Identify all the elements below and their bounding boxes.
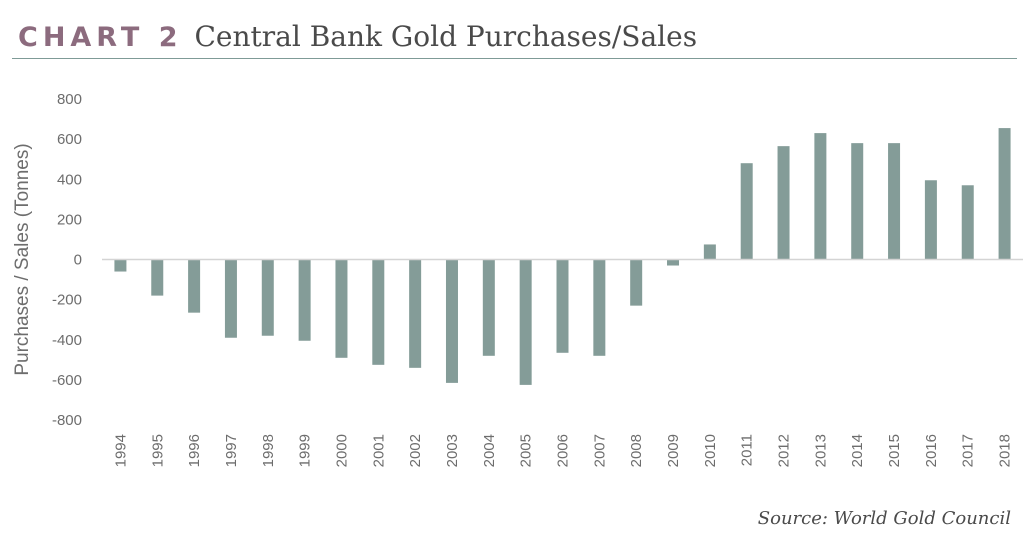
bar-1994 — [114, 259, 127, 272]
x-tick-label: 2009 — [665, 434, 682, 467]
x-tick-label: 2006 — [555, 434, 572, 467]
x-tick-label: 1999 — [297, 434, 314, 467]
y-tick-label: 600 — [57, 131, 82, 148]
x-axis-tick-labels: 1994 1995 1996 1997 1998 1999 2000 2001 2002 2003… — [112, 434, 1013, 467]
x-tick-label: 2016 — [923, 434, 940, 467]
x-tick-label: 2018 — [997, 434, 1014, 467]
x-tick-label: 2014 — [849, 434, 866, 467]
y-tick-label: 400 — [57, 171, 82, 188]
bar-2006 — [556, 259, 569, 353]
chart-number-label: CHART 2 — [18, 22, 183, 53]
x-tick-label: 2011 — [739, 434, 756, 466]
bar-2009 — [667, 259, 680, 266]
bar-1998 — [261, 259, 274, 336]
chart-title: Central Bank Gold Purchases/Sales — [194, 20, 698, 53]
bar-1997 — [224, 259, 237, 338]
y-tick-label: -200 — [52, 292, 82, 309]
x-tick-label: 1996 — [186, 434, 203, 467]
bar-2016 — [924, 180, 937, 260]
x-tick-label: 2017 — [960, 434, 977, 467]
bar-1995 — [151, 259, 164, 296]
x-tick-label: 2007 — [591, 434, 608, 467]
x-tick-label: 2004 — [481, 434, 498, 467]
header-divider — [12, 58, 1017, 59]
bar-2000 — [335, 259, 348, 358]
bar-2007 — [593, 259, 606, 356]
y-axis-tick-labels: 800 600 400 200 0 -200 -400 -600 -800 — [52, 91, 82, 429]
bar-2018 — [998, 128, 1011, 260]
bar-2015 — [888, 143, 901, 260]
bar-2002 — [409, 259, 422, 368]
x-tick-label: 1995 — [149, 434, 166, 467]
x-tick-label: 2010 — [702, 434, 719, 467]
x-tick-label: 2013 — [812, 434, 829, 467]
y-tick-label: 200 — [57, 211, 82, 228]
x-tick-label: 1998 — [260, 434, 277, 467]
x-tick-label: 1994 — [112, 434, 129, 467]
x-tick-label: 2008 — [628, 434, 645, 467]
x-tick-label: 2003 — [444, 434, 461, 467]
x-tick-label: 2012 — [776, 434, 793, 467]
x-tick-label: 2005 — [518, 434, 535, 467]
bar-1996 — [188, 259, 201, 313]
bar-2008 — [630, 259, 643, 306]
y-tick-label: -400 — [52, 332, 82, 349]
x-tick-label: 2002 — [407, 434, 424, 467]
bar-series — [114, 128, 1011, 385]
y-tick-label: -600 — [52, 372, 82, 389]
bar-2003 — [445, 259, 458, 383]
bar-2014 — [851, 143, 864, 260]
source-note: Source: World Gold Council — [757, 508, 1011, 529]
x-tick-label: 2000 — [333, 434, 350, 467]
bar-2012 — [777, 146, 790, 260]
bar-2005 — [519, 259, 532, 385]
x-tick-label: 2015 — [886, 434, 903, 467]
bar-2017 — [961, 185, 974, 260]
y-tick-label: 800 — [57, 91, 82, 108]
bar-2004 — [482, 259, 495, 356]
y-tick-label: 0 — [74, 252, 82, 269]
x-tick-label: 1997 — [223, 434, 240, 467]
bar-2013 — [814, 133, 827, 260]
x-tick-label: 2001 — [370, 434, 387, 467]
y-tick-label: -800 — [52, 412, 82, 429]
bar-2001 — [372, 259, 385, 365]
chart-header: CHART 2 Central Bank Gold Purchases/Sale… — [18, 20, 697, 60]
bar-1999 — [298, 259, 311, 341]
y-axis-title: Purchases / Sales (Tonnes) — [12, 143, 33, 375]
bar-2010 — [703, 244, 716, 260]
bar-2011 — [740, 163, 753, 260]
